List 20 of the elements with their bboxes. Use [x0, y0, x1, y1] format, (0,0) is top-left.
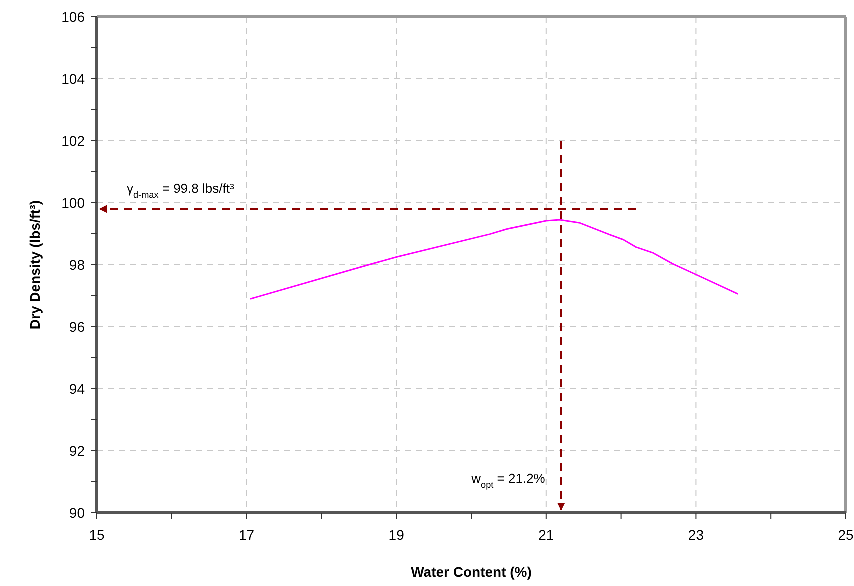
y-tick-label: 104	[62, 71, 86, 87]
ref-line-label: γ$_{d-max}$ = 99.8 lbs/ft³	[127, 181, 235, 200]
x-tick-label: 15	[89, 527, 105, 543]
y-tick-label: 96	[69, 319, 86, 335]
y-tick-label: 98	[69, 257, 86, 273]
y-tick-label: 102	[62, 133, 86, 149]
y-tick-label: 90	[69, 505, 86, 521]
y-axis-title: Dry Density (lbs/ft³)	[27, 200, 43, 330]
y-tick-label: 100	[62, 195, 86, 211]
ref-line-label: w$_{opt}$ = 21.2%	[470, 471, 546, 490]
x-axis-title: Water Content (%)	[411, 564, 532, 580]
y-tick-label: 94	[69, 381, 86, 397]
x-tick-label: 21	[538, 527, 554, 543]
x-tick-label: 23	[688, 527, 704, 543]
line-series	[250, 219, 739, 300]
y-tick-label: 92	[69, 443, 86, 459]
x-tick-label: 25	[838, 527, 854, 543]
x-tick-label: 19	[388, 527, 405, 543]
x-tick-label: 17	[239, 527, 255, 543]
y-tick-label: 106	[62, 9, 86, 25]
